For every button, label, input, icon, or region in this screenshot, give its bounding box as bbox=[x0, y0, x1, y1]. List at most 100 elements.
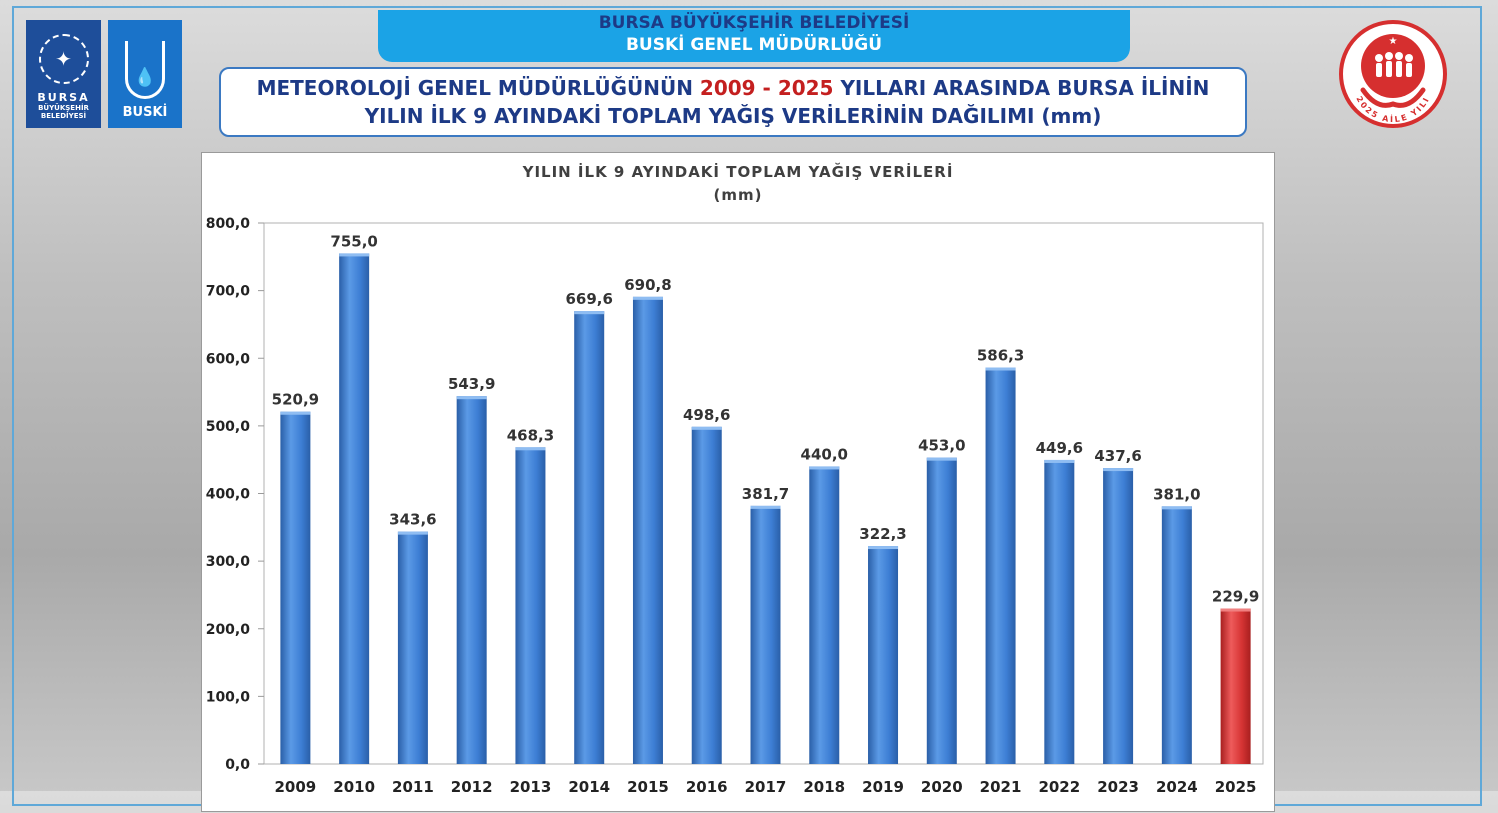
bar-2025 bbox=[1220, 608, 1251, 764]
logo-bbb-name: BURSA bbox=[37, 91, 90, 104]
x-tick-label-2009: 2009 bbox=[275, 778, 317, 796]
bar-2014 bbox=[574, 311, 605, 764]
x-tick-label-2020: 2020 bbox=[921, 778, 963, 796]
data-label-2025: 229,9 bbox=[1212, 588, 1259, 606]
y-tick-label: 100,0 bbox=[206, 689, 251, 705]
data-label-2019: 322,3 bbox=[859, 525, 906, 543]
bar-cap-2010 bbox=[339, 253, 370, 257]
header-banner: BURSA BÜYÜKŞEHİR BELEDİYESİ BUSKİ GENEL … bbox=[378, 10, 1130, 62]
bar-cap-2020 bbox=[926, 457, 957, 461]
x-tick-label-2025: 2025 bbox=[1215, 778, 1257, 796]
y-tick-label: 200,0 bbox=[206, 622, 251, 638]
bar-2018 bbox=[809, 466, 840, 764]
x-tick-label-2016: 2016 bbox=[686, 778, 728, 796]
bar-cap-2013 bbox=[515, 447, 546, 451]
y-tick-label: 300,0 bbox=[206, 554, 251, 570]
bar-chart: 0,0 100,0 200,0 300,0 400,0 500,0 600,0 700,0 80… bbox=[206, 216, 1264, 796]
x-tick-label-2024: 2024 bbox=[1156, 778, 1198, 796]
bar-cap-2011 bbox=[397, 531, 428, 535]
data-label-2018: 440,0 bbox=[801, 445, 848, 463]
data-label-2013: 468,3 bbox=[507, 426, 554, 444]
chart-title: YILIN İLK 9 AYINDAKİ TOPLAM YAĞIŞ VERİLE… bbox=[522, 163, 954, 181]
bar-cap-2022 bbox=[1044, 459, 1075, 463]
bar-2009 bbox=[280, 411, 311, 764]
bar-2012 bbox=[456, 396, 487, 764]
bar-2016 bbox=[691, 426, 722, 764]
bar-2023 bbox=[1103, 468, 1134, 764]
bar-cap-2016 bbox=[691, 426, 722, 430]
data-label-2014: 669,6 bbox=[565, 290, 612, 308]
bar-cap-2021 bbox=[985, 367, 1016, 371]
page-title: METEOROLOJİ GENEL MÜDÜRLÜĞÜNÜN 2009 - 20… bbox=[219, 67, 1247, 137]
star-emblem-icon: ✦ bbox=[38, 34, 89, 84]
buski-logo: 💧 BUSKİ bbox=[108, 20, 182, 128]
y-tick-label: 500,0 bbox=[206, 419, 251, 435]
bar-cap-2019 bbox=[868, 546, 899, 550]
bar-cap-2009 bbox=[280, 411, 311, 415]
bar-cap-2023 bbox=[1103, 468, 1134, 472]
bar-2010 bbox=[339, 253, 370, 764]
banner-line-2: BUSKİ GENEL MÜDÜRLÜĞÜ bbox=[625, 35, 883, 55]
title-line-2: YILIN İLK 9 AYINDAKİ TOPLAM YAĞIŞ VERİLE… bbox=[364, 104, 1102, 128]
logo-bbb-sub1: BÜYÜKŞEHİR bbox=[38, 104, 89, 112]
title-line-1: METEOROLOJİ GENEL MÜDÜRLÜĞÜNÜN 2009 - 20… bbox=[221, 74, 1245, 102]
bar-cap-2018 bbox=[809, 466, 840, 470]
x-tick-label-2022: 2022 bbox=[1038, 778, 1080, 796]
y-tick-label: 600,0 bbox=[206, 351, 251, 367]
bar-2017 bbox=[750, 505, 781, 764]
y-tick-label: 700,0 bbox=[206, 284, 251, 300]
data-label-2011: 343,6 bbox=[389, 511, 436, 529]
aile-yili-logo: ★ 2025 AİLE YILI bbox=[1339, 20, 1447, 128]
x-tick-label-2021: 2021 bbox=[980, 778, 1022, 796]
water-drop-icon: 💧 bbox=[125, 41, 165, 99]
data-label-2017: 381,7 bbox=[742, 485, 789, 503]
x-tick-label-2010: 2010 bbox=[333, 778, 375, 796]
bar-cap-2017 bbox=[750, 505, 781, 509]
x-tick-label-2011: 2011 bbox=[392, 778, 434, 796]
bar-2011 bbox=[397, 531, 428, 764]
chart-subtitle: (mm) bbox=[713, 186, 763, 204]
data-label-2010: 755,0 bbox=[330, 232, 377, 250]
data-label-2020: 453,0 bbox=[918, 437, 965, 455]
data-label-2016: 498,6 bbox=[683, 406, 730, 424]
bar-2019 bbox=[868, 546, 899, 764]
bar-2024 bbox=[1161, 506, 1192, 764]
title-line-1-a: METEOROLOJİ GENEL MÜDÜRLÜĞÜNÜN bbox=[256, 76, 700, 100]
x-tick-label-2019: 2019 bbox=[862, 778, 904, 796]
x-tick-label-2014: 2014 bbox=[568, 778, 610, 796]
x-tick-label-2023: 2023 bbox=[1097, 778, 1139, 796]
x-tick-label-2017: 2017 bbox=[745, 778, 787, 796]
x-tick-label-2012: 2012 bbox=[451, 778, 493, 796]
bar-cap-2014 bbox=[574, 311, 605, 315]
y-tick-label: 800,0 bbox=[206, 216, 251, 232]
bar-cap-2012 bbox=[456, 396, 487, 400]
x-tick-label-2018: 2018 bbox=[803, 778, 845, 796]
bar-cap-2015 bbox=[632, 296, 663, 300]
banner-line-1: BURSA BÜYÜKŞEHİR BELEDİYESİ bbox=[598, 13, 910, 33]
bar-cap-2025 bbox=[1220, 608, 1251, 612]
y-tick-label: 0,0 bbox=[225, 757, 250, 773]
data-label-2023: 437,6 bbox=[1094, 447, 1141, 465]
data-label-2012: 543,9 bbox=[448, 375, 495, 393]
chart-panel: YILIN İLK 9 AYINDAKİ TOPLAM YAĞIŞ VERİLE… bbox=[201, 152, 1275, 812]
data-label-2015: 690,8 bbox=[624, 276, 671, 294]
y-tick-label: 400,0 bbox=[206, 487, 251, 503]
x-tick-label-2013: 2013 bbox=[510, 778, 552, 796]
bursa-buyuksehir-logo: ✦ BURSA BÜYÜKŞEHİR BELEDİYESİ bbox=[26, 20, 101, 128]
data-label-2021: 586,3 bbox=[977, 347, 1024, 365]
bar-2013 bbox=[515, 447, 546, 764]
x-tick-label-2015: 2015 bbox=[627, 778, 669, 796]
bar-2015 bbox=[632, 296, 663, 764]
title-line-1-b: YILLARI ARASINDA BURSA İLİNİN bbox=[833, 76, 1210, 100]
svg-text:★: ★ bbox=[1389, 36, 1398, 47]
bar-2021 bbox=[985, 367, 1016, 764]
data-label-2024: 381,0 bbox=[1153, 485, 1200, 503]
bar-2022 bbox=[1044, 459, 1075, 764]
logo-buski-name: BUSKİ bbox=[122, 105, 168, 120]
bar-cap-2024 bbox=[1161, 506, 1192, 510]
title-years: 2009 - 2025 bbox=[699, 76, 834, 100]
bar-2020 bbox=[926, 457, 957, 764]
logo-bbb-sub2: BELEDİYESİ bbox=[40, 112, 87, 120]
data-label-2009: 520,9 bbox=[272, 391, 319, 409]
data-label-2022: 449,6 bbox=[1036, 439, 1083, 457]
